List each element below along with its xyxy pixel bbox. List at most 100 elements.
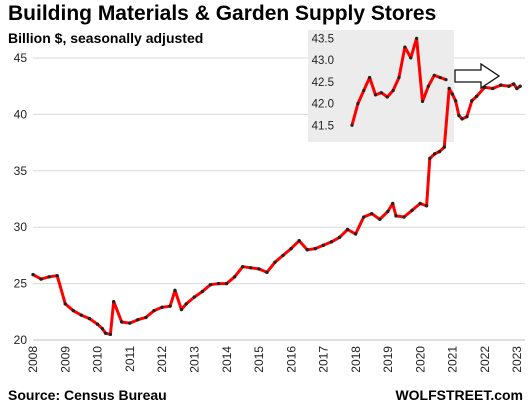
data-point [297, 239, 301, 243]
x-tick-label: 2016 [284, 346, 298, 373]
inset-data-point [426, 84, 430, 88]
data-point [63, 302, 67, 306]
data-point [257, 267, 261, 271]
data-point [512, 82, 516, 86]
inset-data-point [368, 75, 372, 80]
data-point [108, 332, 113, 337]
data-point [103, 331, 108, 335]
inset-data-point [438, 75, 442, 80]
arrow-right-icon [454, 62, 501, 90]
x-tick-label: 2020 [413, 346, 427, 373]
data-point [241, 264, 245, 269]
data-point [313, 246, 317, 251]
inset-y-tick-label: 43.0 [312, 55, 334, 67]
data-point [491, 86, 495, 91]
data-point [437, 149, 442, 154]
data-point [305, 248, 309, 252]
y-tick-label: 40 [14, 107, 28, 121]
chart-source: Source: Census Bureau [8, 387, 167, 403]
inset-panel: 41.5 42.0 42.5 43.0 43.5 [308, 30, 454, 142]
data-point [432, 152, 437, 156]
x-tick-label: 2019 [381, 346, 395, 373]
inset-y-tick-label: 42.0 [312, 99, 334, 111]
data-point [453, 99, 458, 103]
data-point [345, 227, 350, 232]
inset-data-point [379, 91, 383, 95]
data-point [386, 209, 390, 214]
data-point [370, 211, 374, 216]
inset-y-tick-label: 41.5 [312, 120, 334, 132]
data-point [173, 288, 177, 293]
data-point [447, 86, 451, 91]
grid-layer [33, 57, 525, 341]
data-point [179, 307, 184, 312]
data-point [281, 253, 285, 258]
inset-data-point [403, 45, 407, 49]
data-point [100, 327, 105, 331]
y-tick-label: 25 [14, 277, 28, 291]
data-point [329, 240, 334, 244]
data-point [465, 114, 469, 119]
x-tick-label: 2008 [26, 346, 40, 373]
data-point [515, 86, 519, 91]
data-point [111, 299, 116, 304]
series-layer [31, 82, 522, 337]
data-point [232, 275, 237, 279]
inset-data-point [385, 95, 389, 99]
y-tick-label: 45 [14, 51, 28, 65]
x-tick-label: 2013 [188, 346, 202, 373]
data-point [424, 204, 429, 208]
inset-data-point [373, 93, 378, 97]
data-point [144, 315, 148, 320]
data-point [200, 289, 205, 294]
data-point [192, 295, 197, 299]
x-tick-label: 2009 [58, 346, 72, 373]
x-tick-label: 2021 [446, 346, 460, 373]
data-point [457, 113, 461, 118]
data-point [249, 266, 253, 270]
x-tick-label: 2010 [91, 346, 105, 373]
data-point [450, 92, 455, 96]
data-point [499, 83, 503, 87]
inset-data-point [420, 99, 425, 103]
inset-data-point [432, 73, 436, 77]
data-point [95, 322, 100, 326]
data-point [87, 316, 92, 321]
data-point [378, 217, 382, 222]
data-point [71, 308, 76, 313]
x-tick-label: 2022 [478, 346, 492, 373]
inset-data-point [391, 88, 395, 93]
x-tick-label: 2018 [349, 346, 363, 373]
x-tick-label: 2015 [252, 346, 266, 373]
inset-data-point [350, 123, 354, 127]
data-point [518, 84, 522, 88]
data-point [120, 320, 124, 324]
data-point [47, 275, 51, 279]
data-point [428, 156, 432, 161]
inset-data-point [362, 88, 366, 93]
inset-data-point [397, 75, 401, 80]
x-tick-label: 2014 [220, 346, 234, 373]
data-point [79, 313, 84, 317]
y-tick-label: 35 [14, 164, 28, 178]
inset-y-tick-label: 42.5 [312, 77, 334, 89]
data-point [128, 321, 132, 325]
axis-layer: 20 25 30 35 40 45 2008 2009 2010 2011 2012 2013 2014… [14, 51, 524, 373]
data-point [418, 201, 422, 206]
data-point [289, 246, 293, 251]
data-point [216, 281, 221, 286]
data-point [361, 215, 366, 219]
data-point [39, 277, 43, 281]
data-point [474, 94, 479, 99]
data-point [55, 274, 59, 278]
data-point [136, 317, 140, 322]
x-tick-label: 2012 [155, 346, 169, 373]
data-point [31, 272, 35, 277]
x-tick-label: 2017 [317, 346, 331, 373]
data-point [353, 232, 358, 236]
inset-data-point [356, 101, 360, 106]
data-point [402, 215, 406, 219]
data-point [337, 235, 342, 240]
data-point [168, 304, 172, 308]
data-point [208, 283, 213, 287]
